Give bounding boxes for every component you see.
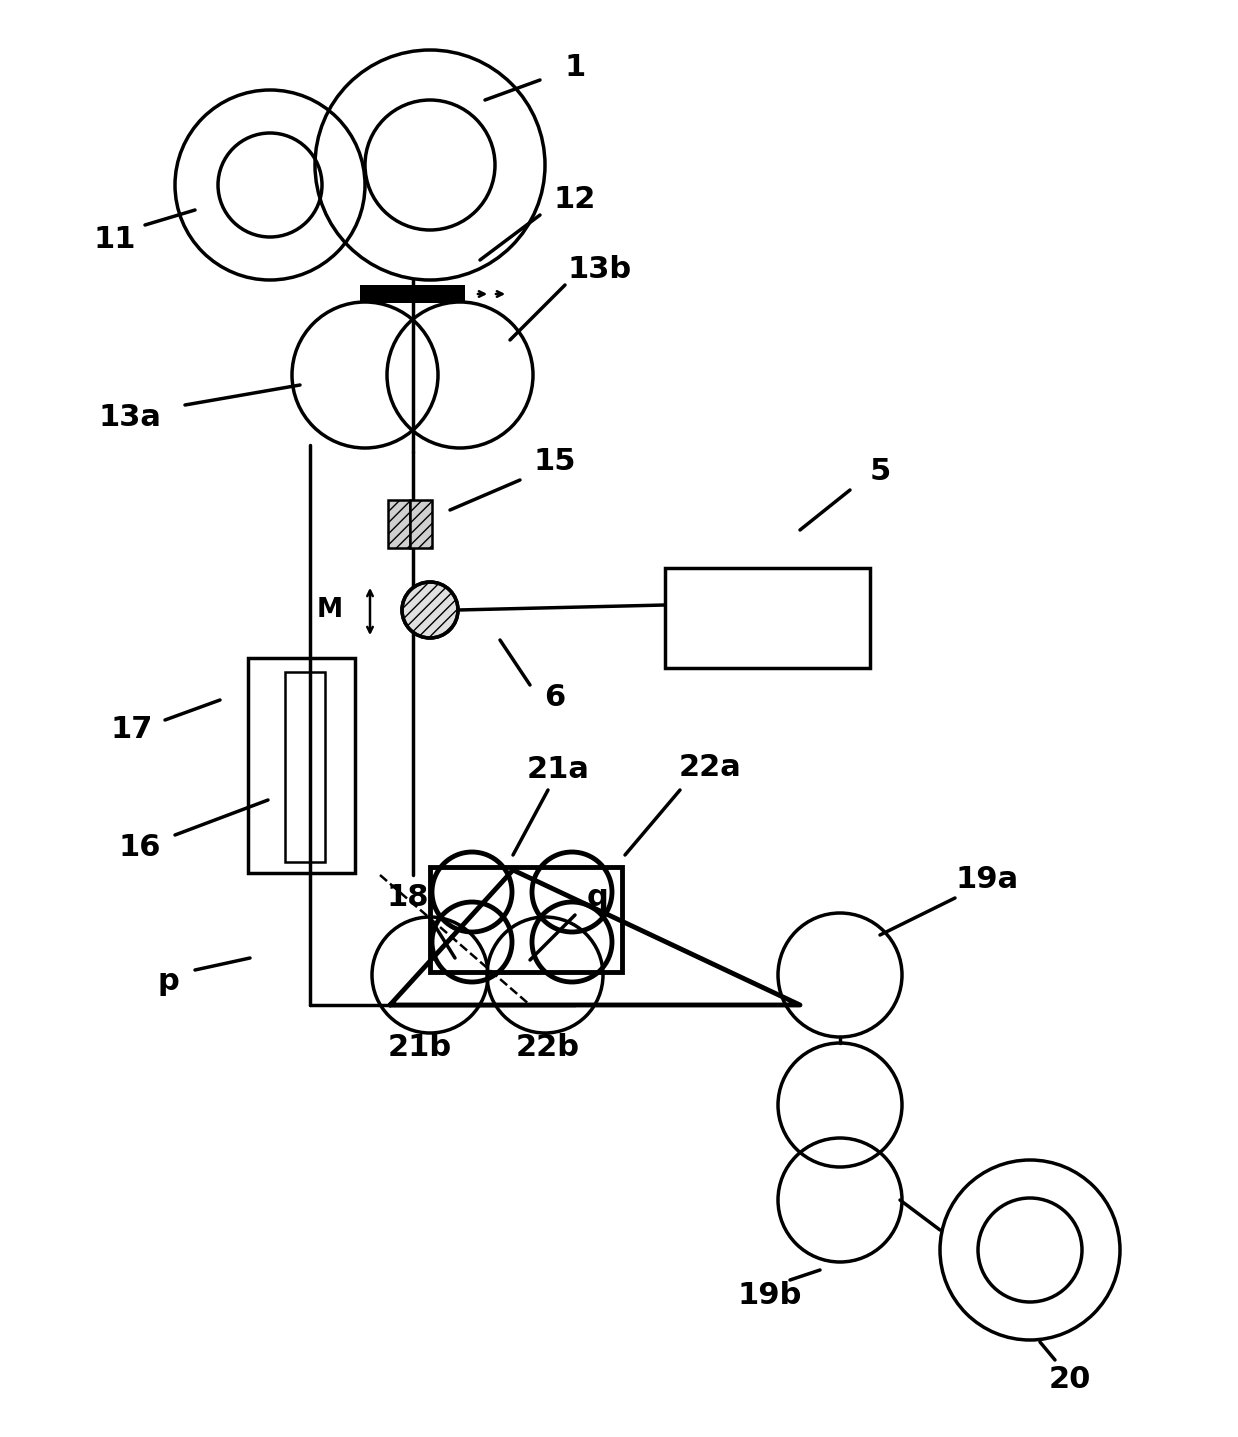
Text: 22b: 22b — [516, 1033, 579, 1062]
Text: 19a: 19a — [956, 865, 1019, 894]
Bar — [410, 500, 432, 547]
Bar — [430, 867, 621, 971]
Text: 22a: 22a — [678, 753, 742, 783]
Text: 15: 15 — [534, 447, 576, 477]
Text: 12: 12 — [553, 185, 597, 214]
Text: 19b: 19b — [738, 1280, 802, 1309]
Text: 21a: 21a — [526, 756, 589, 785]
Text: 18: 18 — [386, 884, 430, 912]
Bar — [285, 673, 326, 862]
Text: p: p — [157, 967, 178, 996]
Text: M: M — [317, 596, 343, 624]
Text: 13b: 13b — [568, 256, 633, 285]
Text: 20: 20 — [1049, 1365, 1091, 1394]
Text: 1: 1 — [565, 53, 586, 82]
Bar — [248, 658, 355, 874]
Text: 5: 5 — [869, 457, 890, 487]
Text: 21b: 21b — [387, 1033, 452, 1062]
Bar — [665, 568, 870, 668]
Text: 11: 11 — [94, 226, 136, 254]
Text: q: q — [587, 884, 609, 912]
Text: 16: 16 — [119, 833, 161, 862]
Text: 17: 17 — [111, 716, 154, 744]
Bar — [360, 285, 465, 303]
Bar — [387, 500, 410, 547]
Text: 6: 6 — [545, 684, 566, 713]
Circle shape — [402, 582, 458, 638]
Text: 13a: 13a — [99, 404, 161, 433]
